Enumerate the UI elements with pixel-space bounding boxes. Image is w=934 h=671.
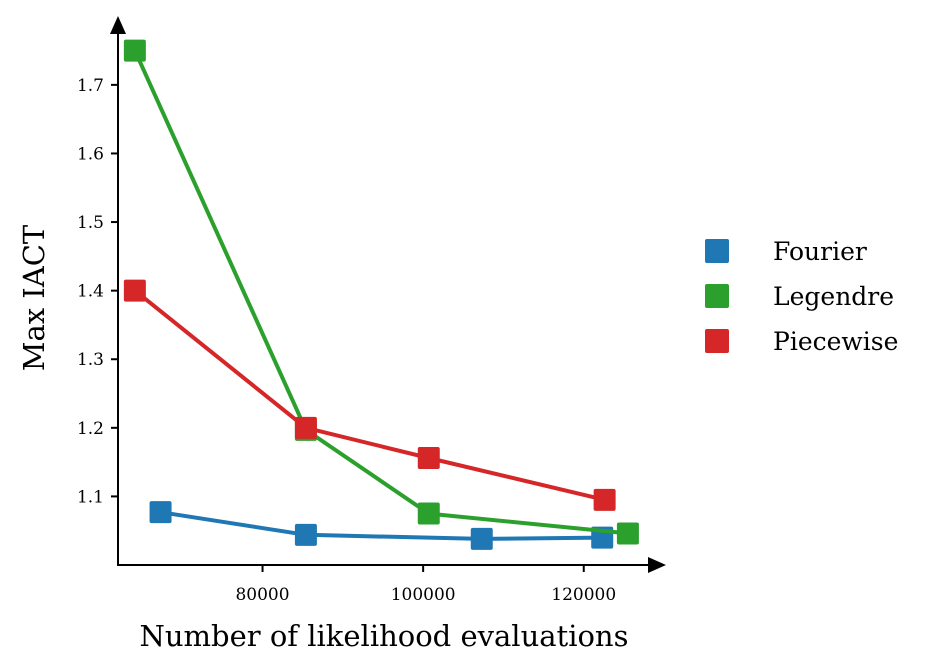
x-tick-label: 80000 — [235, 585, 289, 605]
series-line-piecewise — [133, 289, 606, 502]
y-tick-label: 1.3 — [77, 350, 104, 370]
data-point-piecewise — [593, 488, 616, 511]
legend-marker-fourier — [705, 239, 729, 263]
y-tick-label: 1.6 — [77, 144, 104, 164]
y-tick-label: 1.2 — [77, 419, 104, 439]
data-point-fourier — [470, 527, 493, 550]
series-line-legendre — [133, 49, 629, 536]
data-point-fourier — [149, 501, 172, 524]
y-axis-title: Max IACT — [17, 224, 51, 371]
series-line-fourier — [160, 510, 603, 541]
x-axis: 80000 100000 120000 — [118, 557, 666, 605]
x-axis-arrow — [648, 557, 666, 573]
data-point-fourier — [294, 523, 317, 546]
data-point-legendre — [616, 522, 639, 545]
x-ticks: 80000 100000 120000 — [235, 565, 616, 605]
x-tick-label: 100000 — [391, 585, 456, 605]
y-ticks: 1.1 1.2 1.3 1.4 1.5 1.6 1.7 — [77, 76, 118, 507]
x-axis-title: Number of likelihood evaluations — [139, 619, 628, 653]
series-fourier — [149, 501, 614, 550]
data-point-legendre — [417, 502, 440, 525]
legend: Fourier Legendre Piecewise — [705, 237, 898, 356]
plot-area — [123, 39, 639, 550]
series-layer — [123, 39, 639, 550]
y-axis-arrow — [110, 16, 126, 34]
data-point-legendre — [123, 39, 146, 62]
data-point-piecewise — [123, 279, 146, 302]
legend-marker-piecewise — [705, 329, 729, 353]
x-tick-label: 120000 — [551, 585, 616, 605]
legend-label-legendre: Legendre — [773, 282, 894, 311]
data-point-piecewise — [294, 416, 317, 439]
legend-marker-legendre — [705, 284, 729, 308]
data-point-piecewise — [417, 447, 440, 469]
series-piecewise — [123, 279, 616, 511]
y-tick-label: 1.4 — [77, 282, 104, 302]
y-tick-label: 1.5 — [77, 213, 104, 233]
legend-label-fourier: Fourier — [773, 237, 867, 266]
y-tick-label: 1.7 — [77, 76, 104, 96]
legend-label-piecewise: Piecewise — [773, 327, 898, 356]
y-tick-label: 1.1 — [77, 487, 104, 507]
y-axis: 1.1 1.2 1.3 1.4 1.5 1.6 1.7 — [77, 16, 126, 566]
series-legendre — [123, 39, 639, 545]
